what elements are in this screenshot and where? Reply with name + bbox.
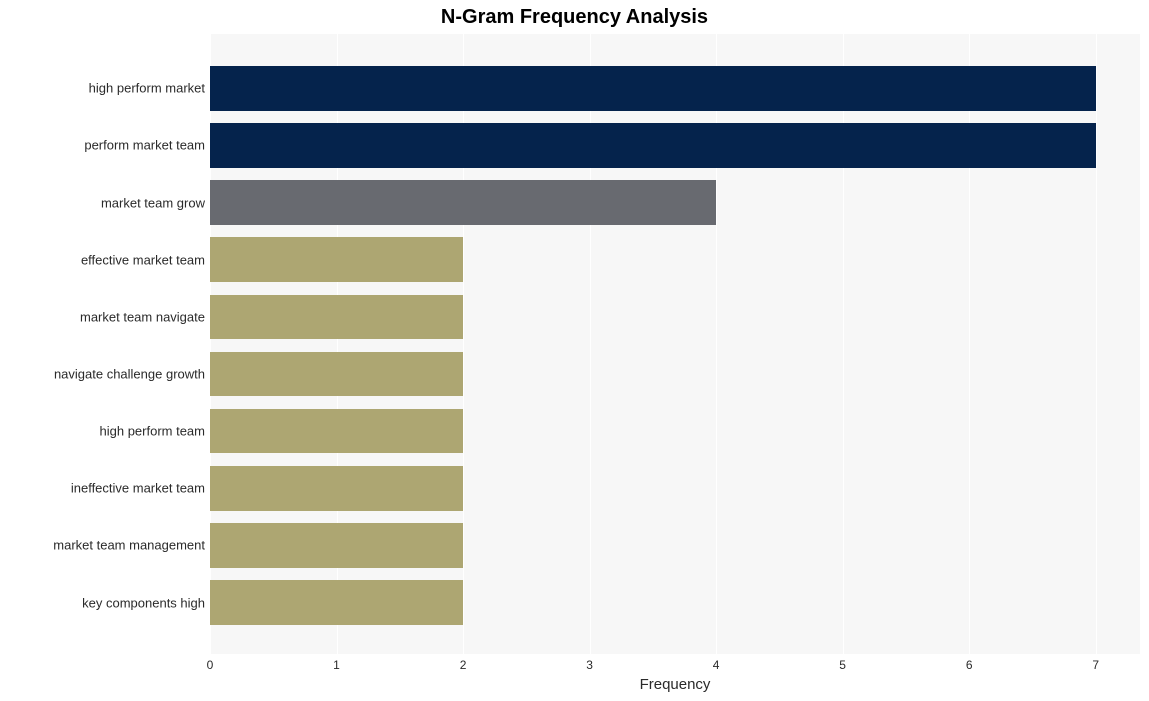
y-tick-label: market team management	[53, 538, 205, 553]
bar	[210, 409, 463, 454]
bar-fill	[210, 466, 463, 511]
x-tick-label: 4	[713, 658, 720, 672]
bar	[210, 123, 1096, 168]
x-tick-label: 5	[839, 658, 846, 672]
bar	[210, 66, 1096, 111]
x-tick-label: 7	[1092, 658, 1099, 672]
x-tick-label: 2	[460, 658, 467, 672]
y-tick-label: high perform team	[100, 424, 206, 439]
bar-fill	[210, 237, 463, 282]
bar-fill	[210, 180, 716, 225]
y-tick-label: perform market team	[84, 138, 205, 153]
y-tick-label: navigate challenge growth	[54, 367, 205, 382]
x-axis-label: Frequency	[210, 676, 1140, 693]
y-tick-label: market team navigate	[80, 309, 205, 324]
chart-title: N-Gram Frequency Analysis	[0, 6, 1149, 29]
bar	[210, 523, 463, 568]
y-tick-label: ineffective market team	[71, 481, 205, 496]
bar	[210, 237, 463, 282]
y-tick-label: effective market team	[81, 252, 205, 267]
ngram-frequency-chart: N-Gram Frequency Analysis Frequency 0 1 2 3…	[0, 0, 1149, 701]
bar	[210, 466, 463, 511]
bar	[210, 580, 463, 625]
bar-fill	[210, 123, 1096, 168]
bar-fill	[210, 66, 1096, 111]
bar-fill	[210, 580, 463, 625]
y-tick-label: market team grow	[101, 195, 205, 210]
bar	[210, 352, 463, 397]
bar	[210, 295, 463, 340]
plot-area	[210, 34, 1140, 654]
x-tick-label: 3	[586, 658, 593, 672]
bar-fill	[210, 523, 463, 568]
y-tick-label: key components high	[82, 595, 205, 610]
y-tick-label: high perform market	[89, 81, 205, 96]
x-tick-label: 1	[333, 658, 340, 672]
x-tick-label: 6	[966, 658, 973, 672]
x-tick-label: 0	[207, 658, 214, 672]
bar	[210, 180, 716, 225]
bar-fill	[210, 352, 463, 397]
bar-fill	[210, 409, 463, 454]
bar-fill	[210, 295, 463, 340]
grid-line	[1096, 34, 1097, 654]
